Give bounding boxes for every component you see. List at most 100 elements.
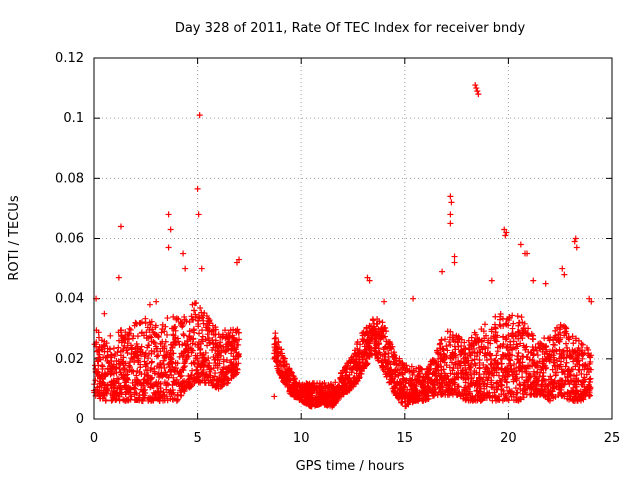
data-point [153,345,160,352]
data-point [271,393,278,400]
data-point [419,384,426,391]
y-tick-label: 0.12 [55,51,84,66]
data-point [447,378,454,385]
data-point [392,373,399,380]
data-point [366,340,373,347]
data-point [488,379,495,386]
data-point [564,390,571,397]
data-point [350,353,357,360]
data-point [191,307,198,314]
data-point [116,397,123,404]
data-point [564,373,571,380]
data-point [137,361,144,368]
data-point [133,372,140,379]
data-point [225,367,232,374]
data-point [479,346,486,353]
data-point [495,393,502,400]
data-point [476,388,483,395]
data-point [122,389,129,396]
data-point [479,391,486,398]
data-point [102,372,109,379]
data-point [189,301,196,308]
data-point [517,332,524,339]
data-point [126,325,133,332]
data-point [145,372,152,379]
data-point [522,346,529,353]
data-point [309,399,316,406]
data-point [182,265,189,272]
data-point [517,241,524,248]
data-point [185,353,192,360]
data-point [546,397,553,404]
data-point [174,396,181,403]
data-point [134,344,141,351]
data-point [122,329,129,336]
data-point [452,360,459,367]
data-point [417,380,424,387]
data-point [165,244,172,251]
data-point [448,199,455,206]
data-point [467,370,474,377]
data-point [115,274,122,281]
data-point [513,364,520,371]
data-point [186,334,193,341]
data-point [497,316,504,323]
data-point [233,349,240,356]
data-point [519,374,526,381]
data-point [540,360,547,367]
data-point [529,335,536,342]
data-point [354,349,361,356]
data-point [164,397,171,404]
data-point [435,355,442,362]
data-point [112,396,119,403]
data-point [99,363,106,370]
data-point [361,365,368,372]
data-point [557,334,564,341]
data-point [310,387,317,394]
data-point [153,379,160,386]
data-point [461,387,468,394]
data-point [170,341,177,348]
data-point [502,376,509,383]
data-point [558,377,565,384]
data-point [195,361,202,368]
data-point [151,368,158,375]
data-point [144,324,151,331]
data-point [400,383,407,390]
data-point [560,347,567,354]
data-point [500,322,507,329]
data-point [536,391,543,398]
data-point [138,343,145,350]
data-point [410,295,417,302]
data-point [94,348,101,355]
data-point [485,374,492,381]
data-point [212,340,219,347]
data-point [552,369,559,376]
data-point [336,385,343,392]
data-point [176,341,183,348]
data-point [180,367,187,374]
data-point [386,339,393,346]
data-point [452,352,459,359]
data-point [408,377,415,384]
data-point [484,339,491,346]
data-point [206,360,213,367]
data-point [505,347,512,354]
data-point [366,277,373,284]
data-point [188,383,195,390]
data-point [193,300,200,307]
data-point [508,368,515,375]
data-point [157,389,164,396]
data-point [362,361,369,368]
data-point [353,341,360,348]
data-point [196,112,203,119]
data-point [195,377,202,384]
data-point [542,342,549,349]
data-point [505,371,512,378]
data-point [519,319,526,326]
data-point [146,333,153,340]
data-point [506,388,513,395]
data-point [551,341,558,348]
data-point [127,364,134,371]
data-point [514,343,521,350]
